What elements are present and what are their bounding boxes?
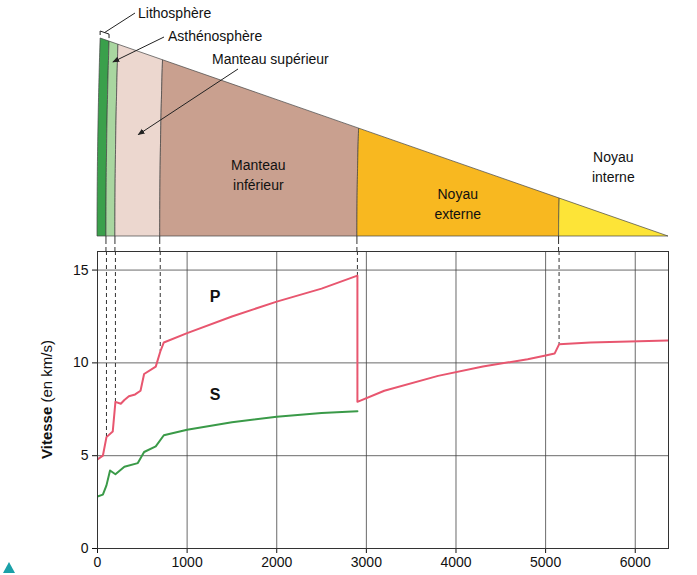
svg-text:Manteau supérieur: Manteau supérieur: [212, 51, 329, 67]
svg-text:3000: 3000: [351, 554, 382, 570]
svg-text:Vitesse (en km/s): Vitesse (en km/s): [38, 340, 55, 459]
svg-text:4000: 4000: [440, 554, 471, 570]
svg-text:2000: 2000: [261, 554, 292, 570]
svg-text:Noyauinterne: Noyauinterne: [592, 149, 635, 185]
svg-text:Manteauinférieur: Manteauinférieur: [231, 157, 285, 193]
svg-text:Lithosphère: Lithosphère: [138, 5, 211, 21]
svg-text:P: P: [210, 288, 221, 305]
svg-text:Asthénosphère: Asthénosphère: [168, 28, 262, 44]
svg-text:0: 0: [81, 540, 89, 556]
svg-text:6000: 6000: [620, 554, 651, 570]
svg-text:S: S: [210, 386, 221, 403]
svg-text:Noyauexterne: Noyauexterne: [434, 186, 481, 222]
svg-text:15: 15: [73, 262, 89, 278]
svg-text:5: 5: [81, 447, 89, 463]
svg-text:1000: 1000: [172, 554, 203, 570]
svg-text:0: 0: [94, 554, 102, 570]
svg-text:10: 10: [73, 354, 89, 370]
svg-text:5000: 5000: [530, 554, 561, 570]
